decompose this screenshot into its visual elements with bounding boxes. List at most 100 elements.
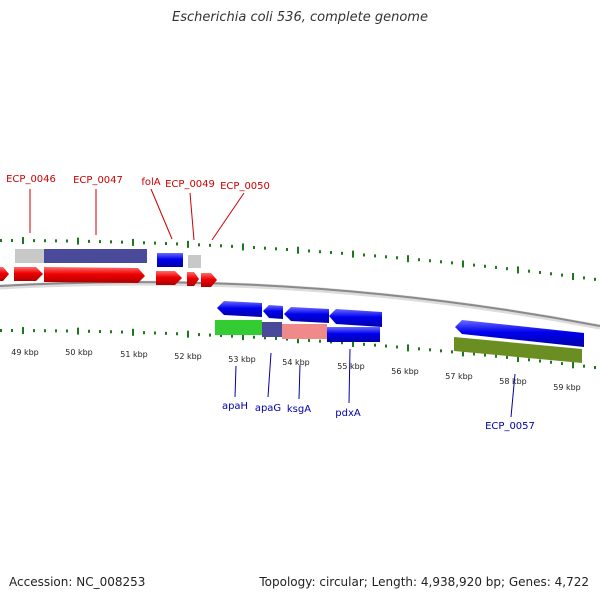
lower-minor-tick — [451, 350, 453, 354]
gene-apah-arrow[interactable] — [217, 301, 262, 317]
gene-ecp0057-arrow[interactable] — [455, 320, 584, 347]
label-ecp0047[interactable]: ECP_0047 — [73, 175, 123, 186]
feature-pdxa-product[interactable] — [327, 327, 380, 342]
upper-major-tick — [132, 238, 134, 246]
upper-minor-tick — [583, 276, 585, 280]
label-pdxa[interactable]: pdxA — [335, 408, 361, 419]
gene-ecp0046-arrow[interactable] — [14, 267, 43, 281]
upper-minor-tick — [176, 242, 178, 246]
gene-ecp0050-arrow[interactable] — [201, 273, 217, 287]
upper-minor-tick — [330, 250, 332, 254]
upper-minor-tick — [209, 243, 211, 247]
upper-minor-tick — [154, 241, 156, 245]
feature-apah-product[interactable] — [215, 320, 262, 335]
lower-minor-tick — [484, 353, 486, 357]
feature-ecp0046-product[interactable] — [15, 249, 45, 263]
lower-minor-tick — [528, 358, 530, 362]
lower-major-tick — [187, 330, 189, 338]
label-apag[interactable]: apaG — [255, 403, 281, 414]
lower-minor-tick — [264, 336, 266, 340]
upper-minor-tick — [253, 246, 255, 250]
kbp-label-52: 52 kbp — [174, 352, 202, 361]
lower-major-tick — [22, 327, 24, 335]
lower-major-tick — [352, 340, 354, 348]
label-ecp0057[interactable]: ECP_0057 — [485, 421, 535, 432]
upper-minor-tick — [121, 240, 123, 244]
lower-minor-tick — [209, 333, 211, 337]
lower-minor-tick — [363, 342, 365, 346]
lower-minor-tick — [143, 331, 145, 335]
upper-major-tick — [517, 266, 519, 274]
lower-minor-tick — [396, 345, 398, 349]
gene-apag-arrow[interactable] — [263, 305, 283, 319]
lower-minor-tick — [550, 360, 552, 364]
lower-minor-tick — [154, 331, 156, 335]
gene-fola-arrow[interactable] — [156, 271, 182, 285]
gene-ecp0047-arrow[interactable] — [44, 267, 145, 283]
lower-minor-tick — [66, 329, 68, 333]
upper-minor-tick — [110, 240, 112, 244]
kbp-label-51: 51 kbp — [120, 350, 148, 359]
lower-minor-tick — [319, 339, 321, 343]
upper-minor-tick — [55, 239, 57, 243]
lower-minor-tick — [165, 331, 167, 335]
label-leader-lines — [29, 188, 516, 418]
genome-backbone — [0, 280, 600, 330]
label-fola[interactable]: folA — [141, 177, 160, 188]
lower-minor-tick — [176, 332, 178, 336]
lower-minor-tick — [506, 355, 508, 359]
upper-minor-tick — [528, 269, 530, 273]
lower-major-tick — [572, 361, 574, 369]
kbp-label-49: 49 kbp — [11, 348, 39, 357]
lower-minor-tick — [286, 337, 288, 341]
lower-minor-tick — [55, 329, 57, 333]
kbp-axis-labels: 49 kbp 50 kbp 51 kbp 52 kbp 53 kbp 54 kb… — [11, 348, 581, 392]
lower-minor-tick — [121, 330, 123, 334]
kbp-label-53: 53 kbp — [228, 355, 256, 364]
lower-major-tick — [297, 336, 299, 344]
upper-minor-tick — [506, 267, 508, 271]
lower-minor-tick — [198, 333, 200, 337]
feature-ecp0049-product[interactable] — [188, 255, 201, 268]
upper-major-tick — [297, 246, 299, 254]
lower-major-tick — [242, 333, 244, 341]
forward-gene-labels: ECP_0046 ECP_0047 folA ECP_0049 ECP_0050 — [6, 174, 270, 192]
upper-minor-tick — [539, 270, 541, 274]
feature-ksga-product[interactable] — [282, 324, 327, 339]
label-apah[interactable]: apaH — [222, 401, 248, 412]
label-ecp0049[interactable]: ECP_0049 — [165, 179, 215, 190]
feature-ecp0057-product[interactable] — [454, 337, 582, 363]
gene-pdxa-arrow[interactable] — [329, 309, 382, 327]
upper-minor-tick — [275, 247, 277, 251]
upper-minor-tick — [396, 256, 398, 260]
label-ecp0046[interactable]: ECP_0046 — [6, 174, 56, 185]
upper-minor-tick — [374, 254, 376, 258]
label-ecp0050[interactable]: ECP_0050 — [220, 181, 270, 192]
gene-ecp0049-arrow[interactable] — [187, 272, 199, 286]
kbp-label-58: 58 kbp — [499, 377, 527, 386]
lower-minor-tick — [33, 329, 35, 333]
lower-minor-tick — [11, 329, 13, 333]
accession-text: Accession: NC_008253 — [9, 575, 146, 589]
gene-ksga-arrow[interactable] — [284, 307, 329, 323]
upper-major-tick — [572, 272, 574, 280]
upper-major-tick — [187, 240, 189, 248]
upper-major-tick — [462, 260, 464, 268]
upper-minor-tick — [308, 249, 310, 253]
kbp-label-56: 56 kbp — [391, 367, 419, 376]
upper-major-tick — [77, 237, 79, 245]
upper-minor-tick — [429, 259, 431, 263]
upper-minor-tick — [594, 277, 596, 281]
feature-apag-product[interactable] — [262, 322, 282, 337]
upper-major-tick — [22, 237, 24, 245]
gene-ecp0045-arrow[interactable] — [0, 267, 9, 281]
upper-minor-tick — [363, 253, 365, 257]
upper-minor-tick — [561, 273, 563, 277]
feature-ecp0047-product[interactable] — [44, 249, 147, 263]
feature-fola-product[interactable] — [157, 253, 183, 267]
upper-minor-tick — [473, 263, 475, 267]
lower-minor-tick — [418, 347, 420, 351]
lower-minor-tick — [99, 330, 101, 334]
label-ksga[interactable]: ksgA — [287, 404, 311, 415]
lower-minor-tick — [374, 343, 376, 347]
